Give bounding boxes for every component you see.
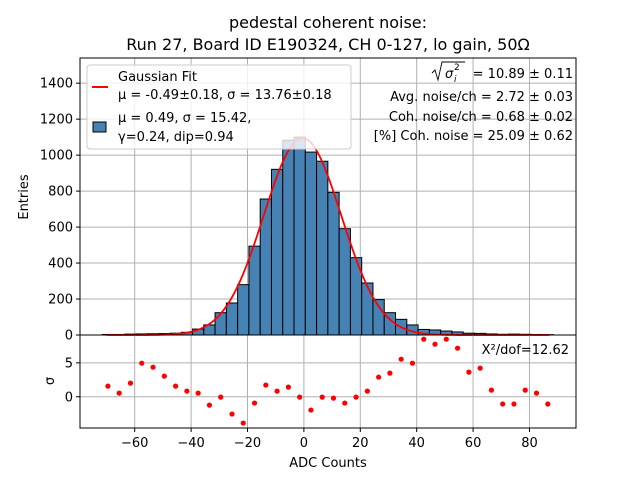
chart-title-line-2: Run 27, Board ID E190324, CH 0-127, lo g… xyxy=(126,35,529,54)
residual-point xyxy=(533,390,540,396)
residual-axes-frame xyxy=(79,334,577,429)
residual-point xyxy=(398,356,404,362)
residual-point xyxy=(421,336,427,342)
residual-point xyxy=(195,390,201,396)
legend-fit-label: Gaussian Fit xyxy=(118,70,197,85)
y-axis-label-sigma: σ xyxy=(43,377,58,385)
residual-point xyxy=(116,390,122,396)
stat-sqrt-sigma: = 10.89 ± 0.11 xyxy=(473,67,573,82)
sigma-glyph: σ xyxy=(445,67,454,82)
x-tick-label: −20 xyxy=(234,436,261,451)
residual-point xyxy=(218,394,224,400)
legend: Gaussian Fit μ = -0.49±0.18, σ = 13.76±0… xyxy=(86,64,352,150)
residual-point xyxy=(139,360,145,366)
residual-point xyxy=(229,411,235,417)
main-axes: 0 200 400 600 800 1000 1200 1400 xyxy=(40,57,577,344)
residual-point xyxy=(330,395,337,401)
residual-point xyxy=(364,388,370,394)
sqrt-sigma-symbol: σ i 2 xyxy=(431,61,465,85)
histogram-bar xyxy=(338,228,351,336)
residual-points xyxy=(105,336,551,426)
stat-avg-noise: Avg. noise/ch = 2.72 ± 0.03 xyxy=(390,90,573,105)
legend-patch-swatch xyxy=(92,121,107,133)
stat-pct-coh-noise: [%] Coh. noise = 25.09 ± 0.62 xyxy=(374,129,573,144)
y-axis-label-entries: Entries xyxy=(17,174,32,220)
main-y-tick-label: 1400 xyxy=(40,77,73,92)
residual-point xyxy=(376,374,382,380)
residual-point xyxy=(432,341,438,347)
chi2-annotation: X²/dof=12.62 xyxy=(482,343,569,358)
residual-point xyxy=(251,400,258,406)
histogram-bar xyxy=(270,168,284,336)
residual-point xyxy=(274,388,280,394)
histogram-bar xyxy=(282,139,295,336)
chart-title-line-1: pedestal coherent noise: xyxy=(229,13,427,32)
residual-point xyxy=(353,394,359,400)
residual-point xyxy=(263,382,269,388)
subscript-i: i xyxy=(454,75,457,85)
x-tick-label: 20 xyxy=(352,436,369,451)
residual-point xyxy=(342,400,348,406)
residual-point xyxy=(240,420,246,426)
main-y-tick-label: 1000 xyxy=(40,149,73,164)
residual-grid xyxy=(80,335,576,428)
main-y-tick-label: 200 xyxy=(48,293,73,308)
stats-annotations: σ i 2 = 10.89 ± 0.11 Avg. noise/ch = 2.7… xyxy=(374,61,573,144)
histogram-bar xyxy=(361,282,374,336)
stat-coh-noise: Coh. noise/ch = 0.68 ± 0.02 xyxy=(389,110,573,125)
residual-point xyxy=(161,373,167,379)
legend-fit-params: μ = -0.49±0.18, σ = 13.76±0.18 xyxy=(118,88,332,103)
residual-point xyxy=(454,345,461,351)
x-tick-label: −40 xyxy=(177,436,204,451)
legend-hist-params-2: γ=0.24, dip=0.94 xyxy=(118,130,234,145)
residual-point xyxy=(522,387,528,393)
residual-point xyxy=(297,394,303,400)
x-tick-label: 80 xyxy=(521,436,538,451)
residual-point xyxy=(477,365,483,371)
histogram-bar xyxy=(293,136,306,336)
main-y-tick-label: 400 xyxy=(48,257,73,272)
main-y-tick-label: 800 xyxy=(48,185,73,200)
main-y-tick-label: 0 xyxy=(65,329,73,344)
residual-point xyxy=(319,394,325,400)
legend-box xyxy=(86,64,352,150)
histogram-bar xyxy=(214,312,227,336)
residual-point xyxy=(500,401,506,407)
residual-y-tick-label: 5 xyxy=(65,356,73,371)
x-axis-label: ADC Counts xyxy=(289,456,367,471)
residual-point xyxy=(466,369,472,375)
residual-point xyxy=(172,383,179,389)
residual-point xyxy=(308,407,314,413)
residual-point xyxy=(105,383,111,389)
main-y-tick-label: 600 xyxy=(48,221,73,236)
x-tick-label: 0 xyxy=(300,436,308,451)
residual-point xyxy=(443,336,449,342)
x-tick-label: 40 xyxy=(408,436,425,451)
residual-point xyxy=(488,387,495,393)
residual-y-tick-label: 0 xyxy=(65,390,73,405)
legend-hist-params-1: μ = 0.49, σ = 15.42, xyxy=(118,111,251,126)
residual-point xyxy=(387,370,393,376)
histogram-bar xyxy=(327,191,340,336)
residual-point xyxy=(511,401,517,407)
histogram-bar xyxy=(237,284,250,336)
histogram-bar xyxy=(248,245,261,336)
residual-point xyxy=(206,402,213,408)
residual-point xyxy=(409,360,416,366)
residual-point xyxy=(545,401,551,407)
histogram-bar xyxy=(225,302,239,336)
residual-point xyxy=(150,364,156,370)
residual-point xyxy=(127,380,134,386)
histogram-bar xyxy=(316,160,329,336)
histogram-bar xyxy=(304,151,318,336)
residual-point xyxy=(285,384,291,390)
x-tick-label: 60 xyxy=(465,436,482,451)
x-tick-label: −60 xyxy=(121,436,148,451)
main-y-tick-label: 1200 xyxy=(40,113,73,128)
superscript-2: 2 xyxy=(454,63,460,73)
residual-axes: 0 5 −60 −40 −20 0 20 40 60 80 xyxy=(65,334,577,451)
residual-point xyxy=(184,388,190,394)
